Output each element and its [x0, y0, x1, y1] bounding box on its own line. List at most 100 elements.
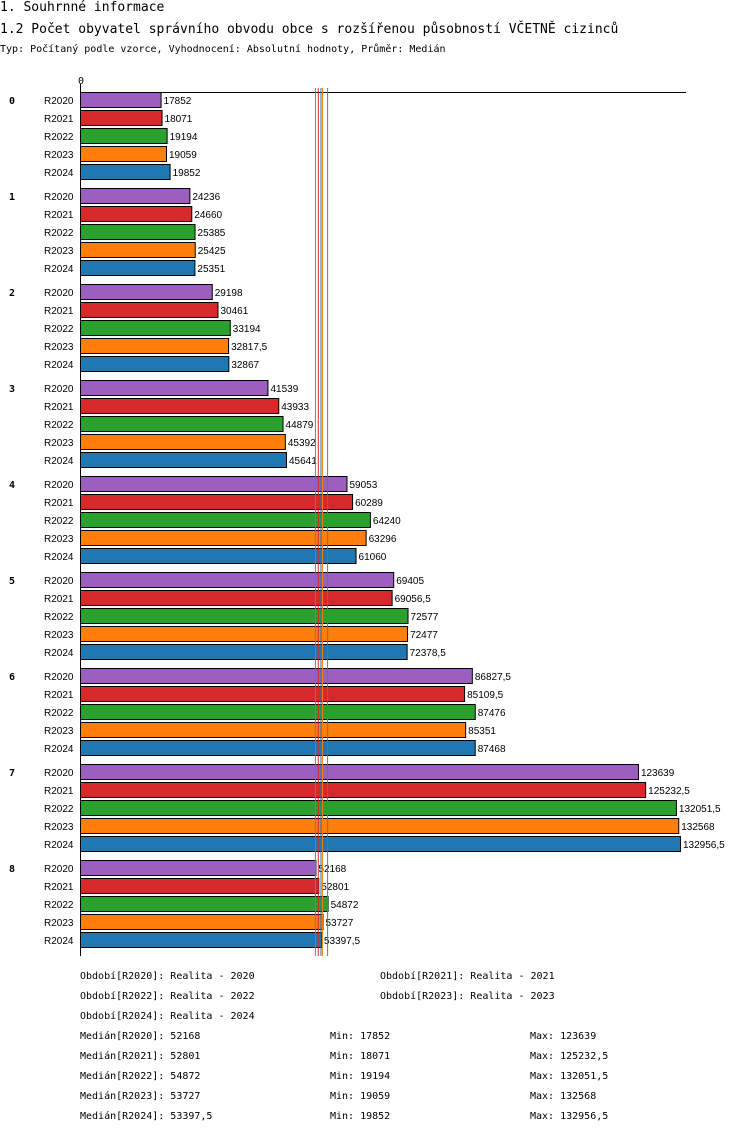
bar-r2022-8	[80, 896, 329, 912]
stat-min-r2021: Min: 18071	[330, 1051, 391, 1062]
bar-r2021-6	[80, 686, 466, 702]
series-label: R2020	[44, 96, 74, 107]
bar-r2020-6	[80, 668, 473, 684]
section-title: 1. Souhrnné informace	[0, 0, 165, 15]
series-label: R2022	[44, 420, 74, 431]
series-label: R2023	[44, 918, 74, 929]
stat-median-r2023: Medián[R2023]: 53727	[80, 1091, 201, 1102]
value-label: 59053	[349, 480, 377, 491]
value-label: 53727	[325, 918, 353, 929]
value-label: 87468	[478, 744, 506, 755]
legend-period-r2022: Období[R2022]: Realita - 2022	[80, 991, 255, 1002]
value-label: 19059	[169, 150, 197, 161]
value-label: 54872	[331, 900, 359, 911]
bar-r2022-6	[80, 704, 476, 720]
bar-r2021-4	[80, 494, 354, 510]
value-label: 85351	[468, 726, 496, 737]
bar-r2021-1	[80, 206, 193, 222]
bar-r2020-1	[80, 188, 191, 204]
value-label: 132051,5	[679, 804, 721, 815]
stat-max-r2020: Max: 123639	[530, 1031, 597, 1042]
stat-min-r2022: Min: 19194	[330, 1071, 391, 1082]
value-label: 32817,5	[231, 342, 268, 353]
value-label: 18071	[165, 114, 193, 125]
value-label: 87476	[478, 708, 506, 719]
series-label: R2024	[44, 744, 74, 755]
series-label: R2021	[44, 690, 74, 701]
value-label: 24236	[192, 192, 220, 203]
value-label: 64240	[373, 516, 401, 527]
value-label: 24660	[194, 210, 222, 221]
x-axis-zero-label: 0	[78, 76, 84, 87]
bar-r2020-2	[80, 284, 213, 300]
bar-r2024-5	[80, 644, 408, 660]
bar-r2023-4	[80, 530, 367, 546]
series-label: R2023	[44, 534, 74, 545]
value-label: 19852	[173, 168, 201, 179]
bar-r2023-6	[80, 722, 467, 738]
series-label: R2021	[44, 306, 74, 317]
value-label: 53397,5	[324, 936, 361, 947]
series-label: R2022	[44, 516, 74, 527]
bar-r2022-2	[80, 320, 231, 336]
value-label: 44879	[286, 420, 314, 431]
series-label: R2023	[44, 438, 74, 449]
bar-r2021-2	[80, 302, 219, 318]
category-label-4: 4	[9, 480, 15, 491]
value-label: 41539	[270, 384, 298, 395]
category-label-3: 3	[9, 384, 15, 395]
series-label: R2023	[44, 150, 74, 161]
series-label: R2021	[44, 594, 74, 605]
bar-r2020-7	[80, 764, 639, 780]
series-label: R2023	[44, 246, 74, 257]
value-label: 52168	[318, 864, 346, 875]
bar-r2021-7	[80, 782, 647, 798]
series-label: R2022	[44, 900, 74, 911]
legend-period-r2024: Období[R2024]: Realita - 2024	[80, 1011, 255, 1022]
stat-min-r2020: Min: 17852	[330, 1031, 391, 1042]
bar-r2023-5	[80, 626, 409, 642]
series-label: R2020	[44, 768, 74, 779]
bar-r2023-3	[80, 434, 286, 450]
bar-r2024-2	[80, 356, 230, 372]
value-label: 45392	[288, 438, 316, 449]
series-label: R2021	[44, 882, 74, 893]
value-label: 85109,5	[467, 690, 504, 701]
value-label: 30461	[220, 306, 248, 317]
value-label: 19194	[170, 132, 198, 143]
bar-r2022-3	[80, 416, 284, 432]
bar-r2023-7	[80, 818, 680, 834]
series-label: R2024	[44, 168, 74, 179]
bar-r2021-3	[80, 398, 280, 414]
bar-r2020-0	[80, 92, 162, 108]
bar-r2021-5	[80, 590, 393, 606]
stat-max-r2022: Max: 132051,5	[530, 1071, 609, 1082]
series-label: R2020	[44, 576, 74, 587]
stat-min-r2024: Min: 19852	[330, 1111, 391, 1122]
series-label: R2024	[44, 264, 74, 275]
series-label: R2024	[44, 840, 74, 851]
value-label: 123639	[641, 768, 675, 779]
value-label: 17852	[164, 96, 192, 107]
series-label: R2020	[44, 864, 74, 875]
series-label: R2020	[44, 192, 74, 203]
bar-r2022-7	[80, 800, 677, 816]
bar-r2021-8	[80, 878, 320, 894]
series-label: R2022	[44, 804, 74, 815]
category-label-7: 7	[9, 768, 15, 779]
series-label: R2020	[44, 672, 74, 683]
series-label: R2021	[44, 786, 74, 797]
bar-r2023-8	[80, 914, 324, 930]
series-label: R2022	[44, 612, 74, 623]
stat-max-r2024: Max: 132956,5	[530, 1111, 609, 1122]
series-label: R2022	[44, 228, 74, 239]
stat-max-r2023: Max: 132568	[530, 1091, 597, 1102]
value-label: 33194	[233, 324, 261, 335]
value-label: 43933	[281, 402, 309, 413]
series-label: R2020	[44, 384, 74, 395]
value-label: 69056,5	[395, 594, 432, 605]
value-label: 45641	[289, 456, 317, 467]
bar-r2022-0	[80, 128, 168, 144]
value-label: 63296	[369, 534, 397, 545]
value-label: 72378,5	[410, 648, 447, 659]
